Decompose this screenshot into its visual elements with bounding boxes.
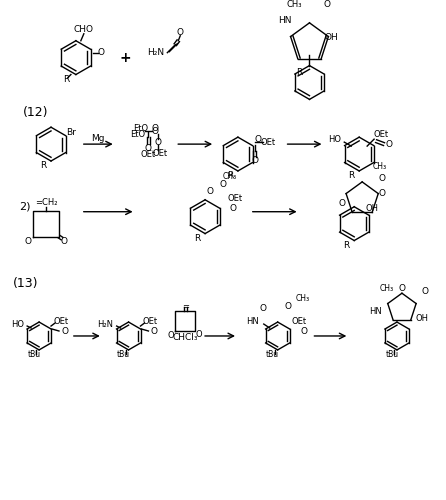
Text: O: O: [61, 237, 67, 246]
Text: O: O: [219, 180, 227, 190]
Text: O: O: [25, 237, 32, 246]
Text: O: O: [167, 332, 173, 340]
Text: Mg: Mg: [91, 134, 104, 142]
Text: O: O: [259, 304, 266, 312]
Text: OEt: OEt: [292, 316, 307, 326]
Text: (13): (13): [13, 277, 39, 290]
Text: OEt: OEt: [227, 194, 243, 203]
Text: +: +: [120, 50, 132, 64]
Text: OEt: OEt: [141, 150, 156, 158]
Text: CH₃: CH₃: [295, 294, 310, 302]
Text: tBu: tBu: [28, 350, 41, 360]
Text: HN: HN: [278, 16, 291, 26]
Text: OEt: OEt: [143, 316, 158, 326]
Text: H₂N: H₂N: [97, 320, 113, 328]
Text: O: O: [97, 48, 104, 57]
Text: EtO: EtO: [130, 130, 145, 138]
Text: (12): (12): [23, 106, 49, 119]
Text: R: R: [40, 162, 46, 170]
Text: EtO: EtO: [133, 124, 148, 132]
Text: OEt: OEt: [153, 148, 168, 158]
Text: OH: OH: [366, 204, 379, 213]
Text: O: O: [398, 284, 405, 293]
Text: O: O: [379, 174, 385, 184]
Text: =: =: [182, 302, 189, 310]
Text: O: O: [421, 286, 428, 296]
Text: =CH₂: =CH₂: [35, 198, 57, 207]
Text: O: O: [152, 124, 159, 132]
Text: O: O: [379, 190, 385, 198]
Text: OH: OH: [415, 314, 428, 322]
Text: OH: OH: [325, 34, 338, 42]
Text: tBu: tBu: [117, 350, 130, 360]
Text: O: O: [251, 156, 258, 164]
Text: OEt: OEt: [373, 130, 388, 138]
Text: O: O: [196, 330, 202, 340]
Text: O: O: [284, 302, 291, 310]
Text: R: R: [194, 234, 200, 243]
Text: H₂N: H₂N: [147, 48, 164, 57]
Text: O: O: [152, 126, 159, 136]
Text: O: O: [339, 200, 346, 208]
Text: HN: HN: [369, 306, 381, 316]
Text: CH₃: CH₃: [223, 172, 237, 182]
Text: CHCl₃: CHCl₃: [173, 334, 198, 342]
Text: R: R: [63, 75, 69, 84]
Text: O: O: [324, 0, 331, 10]
Text: HO: HO: [328, 134, 341, 143]
Text: HN: HN: [247, 316, 259, 326]
Text: tBu: tBu: [385, 350, 399, 360]
Text: R: R: [343, 241, 349, 250]
Text: tBu: tBu: [266, 350, 279, 360]
Text: O: O: [254, 134, 261, 143]
Text: CHO: CHO: [74, 26, 94, 35]
Text: CH₃: CH₃: [373, 162, 387, 172]
Text: 2): 2): [19, 202, 31, 211]
Text: O: O: [145, 144, 152, 152]
Text: HO: HO: [11, 320, 24, 328]
Text: CH₃: CH₃: [380, 284, 394, 293]
Text: Br: Br: [66, 128, 76, 136]
Text: CH₃: CH₃: [287, 0, 302, 10]
Text: O: O: [385, 140, 392, 148]
Text: R: R: [227, 172, 233, 180]
Text: O: O: [229, 204, 236, 213]
Text: OEt: OEt: [54, 316, 69, 326]
Text: O: O: [62, 326, 68, 336]
Text: O: O: [151, 326, 158, 336]
Text: R: R: [297, 68, 303, 77]
Text: OEt: OEt: [260, 138, 275, 146]
Text: O: O: [155, 138, 162, 146]
Text: O: O: [300, 326, 307, 336]
Text: R: R: [348, 172, 355, 180]
Text: O: O: [206, 188, 214, 196]
Text: O: O: [177, 28, 184, 38]
